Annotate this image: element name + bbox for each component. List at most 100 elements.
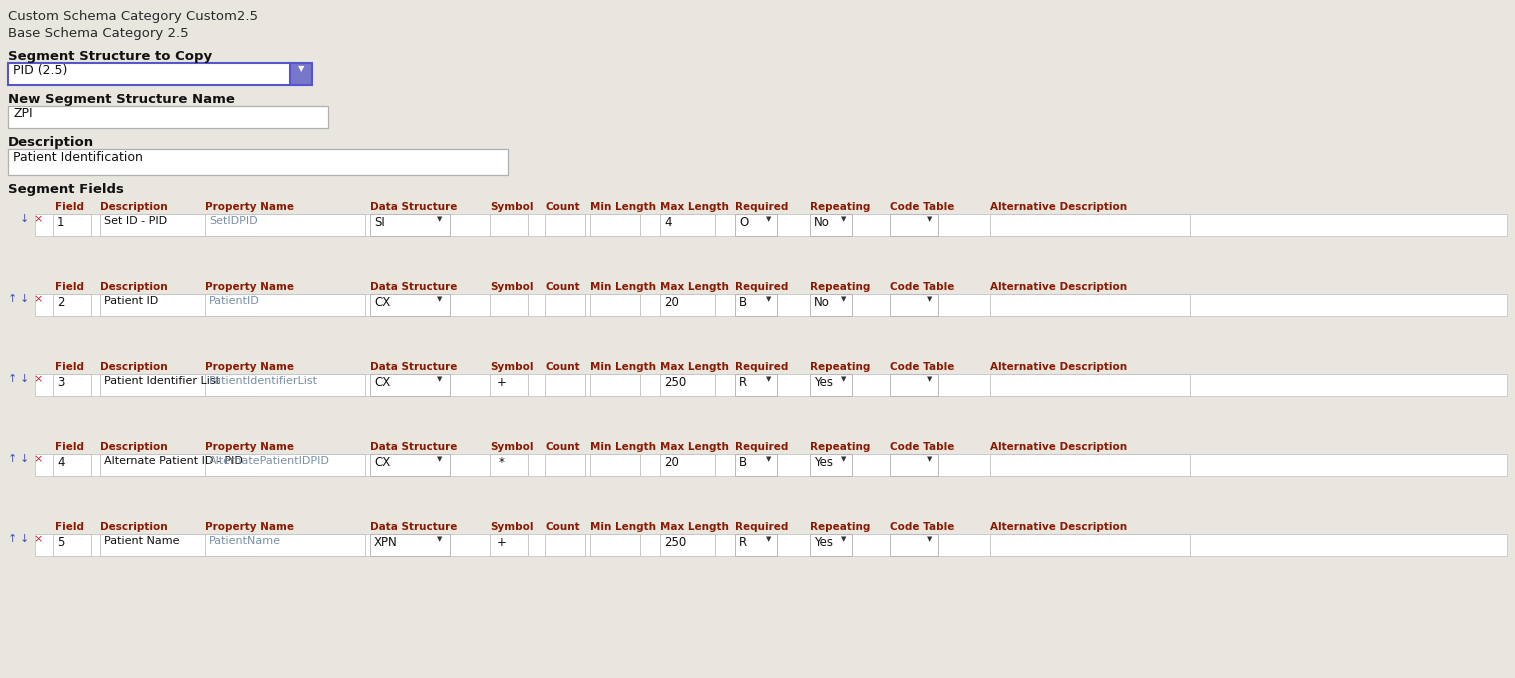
Bar (545, 294, 585, 316)
Bar (205, 214, 365, 236)
Text: Required: Required (735, 282, 788, 292)
Text: ▼: ▼ (438, 216, 442, 222)
Text: ▼: ▼ (927, 296, 933, 302)
Text: Patient Name: Patient Name (105, 536, 179, 546)
Bar (989, 454, 1189, 476)
Text: Data Structure: Data Structure (370, 282, 458, 292)
Text: ▼: ▼ (927, 216, 933, 222)
Bar (35, 534, 1507, 556)
Bar (8, 63, 298, 85)
Text: ▼: ▼ (841, 216, 847, 222)
Text: AlternatePatientIDPID: AlternatePatientIDPID (209, 456, 330, 466)
Bar (989, 294, 1189, 316)
Text: Max Length: Max Length (661, 282, 729, 292)
Text: PatientIdentifierList: PatientIdentifierList (209, 376, 318, 386)
Text: 250: 250 (664, 536, 686, 549)
Text: Max Length: Max Length (661, 202, 729, 212)
Text: Code Table: Code Table (889, 442, 954, 452)
Bar (545, 454, 585, 476)
Text: ×: × (33, 374, 42, 384)
Text: ↑: ↑ (8, 294, 17, 304)
Bar (370, 374, 450, 396)
Text: No: No (814, 216, 830, 229)
Text: Custom Schema Category Custom2.5: Custom Schema Category Custom2.5 (8, 10, 258, 23)
Text: ↑: ↑ (8, 534, 17, 544)
Text: ▼: ▼ (438, 376, 442, 382)
Text: Alternative Description: Alternative Description (989, 282, 1127, 292)
Bar (53, 214, 91, 236)
Text: Property Name: Property Name (205, 282, 294, 292)
Bar (735, 214, 777, 236)
Text: Property Name: Property Name (205, 362, 294, 372)
Text: SetIDPID: SetIDPID (209, 216, 258, 226)
Text: ▼: ▼ (841, 536, 847, 542)
Bar (661, 294, 715, 316)
Text: Data Structure: Data Structure (370, 202, 458, 212)
Text: Yes: Yes (814, 456, 833, 469)
Text: Min Length: Min Length (589, 362, 656, 372)
Text: XPN: XPN (374, 536, 398, 549)
Text: ×: × (33, 214, 42, 224)
Text: No: No (814, 296, 830, 309)
Bar (53, 454, 91, 476)
Text: +: + (497, 536, 508, 549)
Text: Code Table: Code Table (889, 362, 954, 372)
Text: Symbol: Symbol (489, 442, 533, 452)
Bar (370, 294, 450, 316)
Bar (989, 534, 1189, 556)
Bar (589, 374, 639, 396)
Text: Code Table: Code Table (889, 282, 954, 292)
Text: Alternative Description: Alternative Description (989, 202, 1127, 212)
Bar (661, 374, 715, 396)
Bar (205, 534, 365, 556)
Text: 3: 3 (58, 376, 64, 389)
Bar (889, 294, 938, 316)
Text: ↓: ↓ (20, 454, 29, 464)
Text: ↑: ↑ (8, 374, 17, 384)
Text: Min Length: Min Length (589, 442, 656, 452)
Bar (735, 534, 777, 556)
Bar (370, 454, 450, 476)
Text: Segment Structure to Copy: Segment Structure to Copy (8, 50, 212, 63)
Bar (545, 374, 585, 396)
Bar (811, 454, 851, 476)
Text: Max Length: Max Length (661, 522, 729, 532)
Text: ↓: ↓ (20, 214, 29, 224)
Bar (545, 534, 585, 556)
Bar (370, 534, 450, 556)
Text: ▼: ▼ (767, 216, 771, 222)
Bar (205, 374, 365, 396)
Text: Alternative Description: Alternative Description (989, 442, 1127, 452)
Bar (489, 454, 529, 476)
Text: Repeating: Repeating (811, 282, 871, 292)
Text: Max Length: Max Length (661, 442, 729, 452)
Text: Alternative Description: Alternative Description (989, 362, 1127, 372)
Bar (889, 454, 938, 476)
Bar (35, 374, 1507, 396)
Bar (489, 214, 529, 236)
Text: SI: SI (374, 216, 385, 229)
Bar (53, 534, 91, 556)
Text: Symbol: Symbol (489, 522, 533, 532)
Bar (735, 294, 777, 316)
Bar (53, 374, 91, 396)
Text: CX: CX (374, 456, 391, 469)
Bar (889, 374, 938, 396)
Text: Count: Count (545, 522, 580, 532)
Bar (8, 149, 508, 175)
Text: Field: Field (55, 362, 83, 372)
Text: Alternate Patient ID - PID: Alternate Patient ID - PID (105, 456, 242, 466)
Text: B: B (739, 456, 747, 469)
Bar (205, 454, 365, 476)
Text: ↑: ↑ (8, 454, 17, 464)
Bar (589, 534, 639, 556)
Bar (661, 214, 715, 236)
Text: Code Table: Code Table (889, 522, 954, 532)
Text: Patient Identification: Patient Identification (14, 151, 142, 164)
Text: Base Schema Category 2.5: Base Schema Category 2.5 (8, 27, 189, 40)
Text: 20: 20 (664, 296, 679, 309)
Text: ▼: ▼ (841, 376, 847, 382)
Text: CX: CX (374, 296, 391, 309)
Text: ▼: ▼ (927, 456, 933, 462)
Bar (589, 294, 639, 316)
